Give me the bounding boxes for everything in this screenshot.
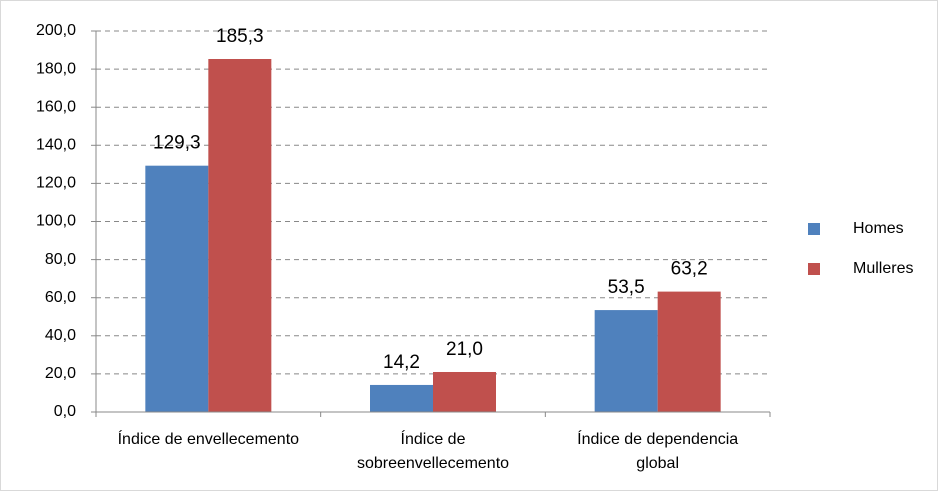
y-tick-label: 80,0 <box>45 251 76 268</box>
y-tick-label: 20,0 <box>45 365 76 382</box>
bar <box>657 291 721 412</box>
data-label: 185,3 <box>216 26 264 47</box>
bar <box>594 310 658 412</box>
y-tick-label: 140,0 <box>36 137 76 154</box>
y-tick-label: 40,0 <box>45 327 76 344</box>
y-tick-label: 0,0 <box>54 403 76 420</box>
data-label: 63,2 <box>671 259 708 280</box>
bar <box>208 59 272 412</box>
legend-label: Mulleres <box>853 260 913 277</box>
y-tick-label: 160,0 <box>36 98 76 115</box>
y-tick-label: 120,0 <box>36 175 76 192</box>
y-tick-label: 180,0 <box>36 60 76 77</box>
bar <box>433 371 496 412</box>
bar <box>145 165 209 412</box>
legend-swatch <box>808 263 820 275</box>
x-tick-label: Índice de sobreenvellecemento <box>356 431 510 472</box>
legend-swatch <box>808 223 820 235</box>
data-label: 21,0 <box>446 339 483 360</box>
data-label: 129,3 <box>153 133 201 154</box>
y-tick-label: 100,0 <box>36 213 76 230</box>
x-tick-label: Índice de envellecemento <box>117 431 300 448</box>
y-tick-label: 60,0 <box>45 289 76 306</box>
y-tick-label: 200,0 <box>36 22 76 39</box>
data-label: 53,5 <box>608 277 645 298</box>
x-tick-label: Índice de dependencia global <box>577 431 739 472</box>
data-label: 14,2 <box>383 352 420 373</box>
bar <box>370 384 433 412</box>
legend-label: Homes <box>853 220 904 237</box>
